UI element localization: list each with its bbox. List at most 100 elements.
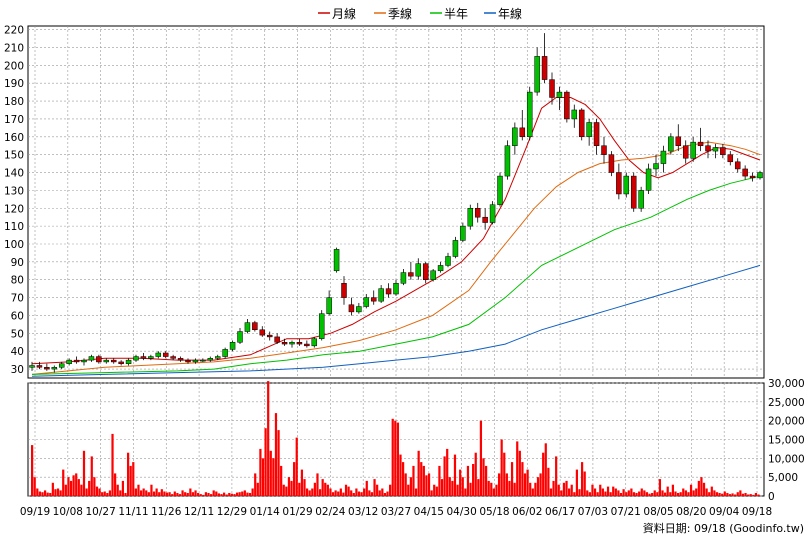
candle-body: [645, 168, 652, 191]
date-x-ticks: 09/19 10/08 10/27 11/11 11/26 12/11 12/29 01/14…: [20, 506, 772, 518]
volume-bar: [412, 465, 415, 496]
volume-bar: [632, 492, 636, 496]
volume-bar: [448, 477, 451, 496]
volume-bar: [243, 490, 246, 496]
volume-bar: [217, 493, 220, 496]
volume-bar: [215, 491, 218, 496]
candle: [170, 354, 176, 361]
volume-bar: [389, 484, 392, 496]
volume-bar: [298, 482, 301, 496]
volume-bar: [726, 493, 729, 496]
candle: [88, 354, 95, 362]
volume-bar: [168, 492, 171, 496]
date-x-tick: 07/03: [578, 506, 608, 518]
volume-bar: [272, 458, 275, 496]
candle: [162, 351, 169, 359]
volume-bar: [542, 452, 545, 496]
legend-label: 年線: [498, 6, 522, 21]
volume-bar: [684, 490, 687, 496]
legend-item: 年線: [484, 6, 522, 21]
volume-bar: [596, 492, 599, 496]
volume-bar: [163, 491, 166, 496]
volume-bar: [269, 450, 272, 496]
candle-body: [29, 365, 35, 368]
volume-bar: [479, 420, 483, 496]
volume-bar: [503, 452, 506, 496]
volume-bar: [321, 479, 324, 496]
candle: [742, 165, 748, 180]
volume-bar: [664, 492, 667, 496]
ma-line-2: [31, 141, 761, 375]
candle-body: [474, 208, 481, 218]
candle: [58, 361, 65, 370]
volume-bars: [31, 381, 760, 497]
volume-bar: [749, 494, 752, 496]
volume-bar: [500, 439, 503, 496]
candle-body: [601, 145, 607, 155]
candle-body: [638, 190, 644, 209]
volume-bar: [274, 413, 278, 496]
volume-bar: [614, 488, 617, 496]
candle-body: [408, 272, 414, 277]
candle-body: [51, 367, 58, 370]
volume-bar: [575, 469, 579, 496]
volume-bar: [69, 480, 73, 496]
volume-bar: [477, 479, 480, 496]
candle-body: [556, 91, 563, 98]
volume-bar: [225, 494, 228, 496]
candle: [645, 163, 652, 194]
volume-bar: [658, 479, 662, 496]
volume-bar: [414, 488, 418, 496]
candle: [110, 358, 117, 364]
volume-bar: [689, 484, 693, 496]
volume-bar: [619, 493, 623, 496]
volume-bar: [173, 491, 176, 496]
volume-y-tick: 20,000: [768, 416, 805, 428]
candle-body: [675, 136, 682, 146]
volume-bar: [521, 462, 524, 496]
candle: [103, 358, 110, 364]
volume-bar: [536, 477, 540, 496]
volume-bar: [461, 477, 464, 496]
price-y-tick: 150: [4, 150, 24, 162]
volume-bar: [176, 493, 179, 496]
volume-bar: [365, 480, 368, 496]
volume-bar: [114, 473, 117, 496]
candle-body: [437, 265, 444, 272]
volume-bar: [82, 450, 86, 496]
candle: [408, 261, 414, 280]
candle: [415, 258, 422, 280]
candle: [452, 236, 459, 259]
candle-body: [170, 356, 176, 359]
volume-bar: [248, 493, 252, 496]
candle: [749, 172, 756, 182]
volume-bar: [370, 492, 374, 496]
volume-bar: [630, 488, 633, 496]
candle: [586, 118, 592, 146]
date-x-tick: 08/20: [676, 506, 706, 518]
volume-bar: [106, 493, 109, 496]
volume-bar: [744, 493, 747, 496]
volume-y-tick: 15,000: [768, 435, 805, 447]
volume-bar: [505, 473, 508, 496]
candle-body: [519, 127, 526, 138]
volume-bar: [710, 486, 713, 496]
candle-body: [668, 136, 674, 152]
volume-bar: [728, 494, 732, 496]
volume-bar: [622, 489, 625, 496]
price-y-tick: 110: [4, 221, 24, 233]
price-y-tick: 200: [4, 60, 24, 72]
volume-bar: [697, 480, 700, 496]
candle-body: [489, 204, 496, 223]
volume-bar: [700, 477, 703, 496]
candle-body: [690, 141, 696, 159]
volume-bar: [124, 493, 127, 496]
candle-body: [200, 359, 206, 362]
candle-body: [348, 304, 355, 313]
candle: [200, 358, 206, 362]
candle: [333, 247, 340, 273]
volume-bar: [85, 488, 88, 496]
candle-body: [430, 270, 436, 280]
volume-bar: [300, 469, 304, 496]
price-y-ticks: 220 210 200 190 180 170 160 150 140 130 120 110 100 9…: [4, 25, 24, 376]
